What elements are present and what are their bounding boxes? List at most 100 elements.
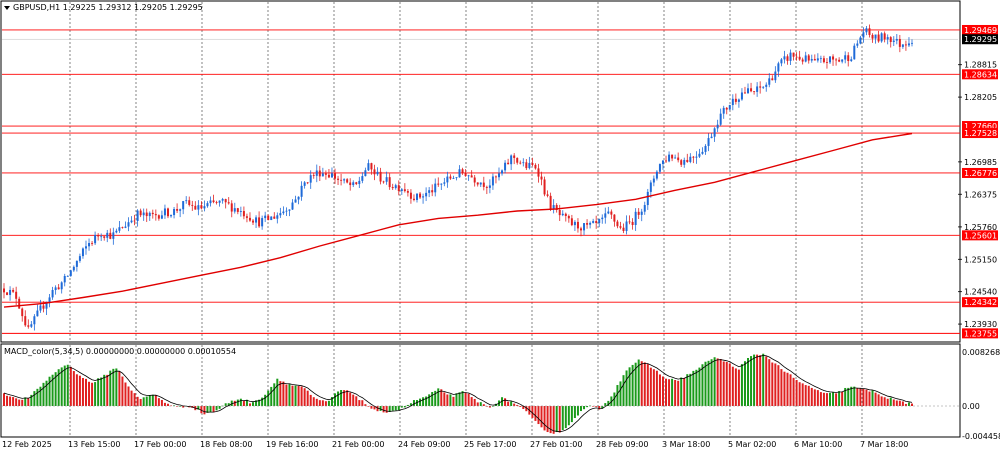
macd-bar <box>850 386 853 406</box>
candle-body <box>255 217 258 223</box>
candle-body <box>385 177 388 182</box>
macd-bar <box>871 390 874 406</box>
macd-bar <box>285 384 288 406</box>
candle-body <box>449 176 452 179</box>
candle-body <box>388 177 391 188</box>
time-label: 21 Feb 00:00 <box>332 440 384 449</box>
candle-body <box>391 187 394 189</box>
candle-body <box>704 145 707 152</box>
time-label: 25 Feb 17:00 <box>464 440 516 449</box>
candle-body <box>880 33 883 42</box>
macd-bar <box>519 406 522 407</box>
macd-bar <box>707 360 710 406</box>
time-label: 19 Feb 16:00 <box>266 440 318 449</box>
candle-body <box>330 173 333 178</box>
candle-body <box>88 243 91 247</box>
macd-bar <box>579 406 582 412</box>
candle-body <box>294 199 297 203</box>
macd-bar <box>646 364 649 406</box>
macd-bar <box>552 406 555 434</box>
candle-body <box>853 45 856 60</box>
macd-bar <box>382 406 385 413</box>
macd-bar <box>543 406 546 431</box>
candle-body <box>683 159 686 165</box>
macd-bar <box>200 406 203 414</box>
candle-body <box>103 236 106 238</box>
macd-bar <box>30 394 33 406</box>
candle-body <box>689 156 692 162</box>
macd-bar <box>160 399 163 406</box>
candle-body <box>652 178 655 183</box>
candle-body <box>470 175 473 178</box>
macd-bar <box>668 379 671 406</box>
macd-bar <box>452 396 455 406</box>
chevron-down-icon[interactable] <box>4 6 10 10</box>
candle-body <box>747 88 750 94</box>
candle-body <box>112 232 115 239</box>
candle-body <box>543 179 546 195</box>
macd-bar <box>349 392 352 406</box>
macd-bar <box>412 400 415 406</box>
macd-bar <box>346 390 349 406</box>
macd-bar <box>306 390 309 406</box>
candle-body <box>109 232 112 239</box>
macd-bar <box>743 361 746 406</box>
candle-body <box>804 55 807 62</box>
candle-body <box>57 287 60 290</box>
macd-bar <box>777 365 780 406</box>
macd-bar <box>686 374 689 406</box>
candle-body <box>579 228 582 231</box>
macd-bar <box>747 357 750 406</box>
candle-body <box>665 160 668 162</box>
candle-body <box>324 173 327 175</box>
macd-histogram <box>3 353 913 434</box>
candle-body <box>525 162 528 169</box>
candle-body <box>798 56 801 60</box>
macd-bar <box>604 403 607 406</box>
macd-pane[interactable] <box>0 343 961 438</box>
macd-bar <box>245 399 248 406</box>
time-label: 3 Mar 18:00 <box>662 440 710 449</box>
candle-body <box>765 84 768 87</box>
macd-bar <box>206 406 209 413</box>
candle-body <box>488 185 491 188</box>
candle-body <box>309 175 312 183</box>
candle-body <box>552 205 555 210</box>
candle-body <box>358 180 361 185</box>
macd-bar <box>54 372 57 406</box>
candle-body <box>813 58 816 61</box>
macd-bar <box>458 392 461 406</box>
macd-bar <box>792 377 795 406</box>
macd-bar <box>227 403 230 406</box>
horizontal-levels[interactable] <box>2 29 960 334</box>
candle-body <box>674 157 677 159</box>
macd-bar <box>671 378 674 406</box>
candle-body <box>497 173 500 178</box>
candle-body <box>376 171 379 175</box>
candle-body <box>327 174 330 178</box>
candle-body <box>242 211 245 217</box>
macd-bar <box>115 368 118 406</box>
macd-bar <box>230 400 233 406</box>
candle-body <box>425 192 428 197</box>
macd-bar <box>570 406 573 423</box>
candle-body <box>792 52 795 57</box>
macd-bar <box>904 403 907 406</box>
candle-body <box>446 176 449 183</box>
candle-body <box>586 223 589 225</box>
candle-body <box>361 176 364 181</box>
macd-bar <box>825 393 828 406</box>
price-tick-label: 1.28815 <box>964 61 997 70</box>
price-pane[interactable] <box>0 0 961 343</box>
candle-body <box>829 56 832 63</box>
macd-bar <box>898 400 901 406</box>
candle-body <box>801 59 804 62</box>
macd-bar <box>853 386 856 406</box>
macd-bar <box>740 364 743 406</box>
macd-bar <box>340 390 343 406</box>
macd-bar <box>443 392 446 406</box>
candle-body <box>491 176 494 186</box>
candle-body <box>570 218 573 226</box>
candle-body <box>285 210 288 212</box>
